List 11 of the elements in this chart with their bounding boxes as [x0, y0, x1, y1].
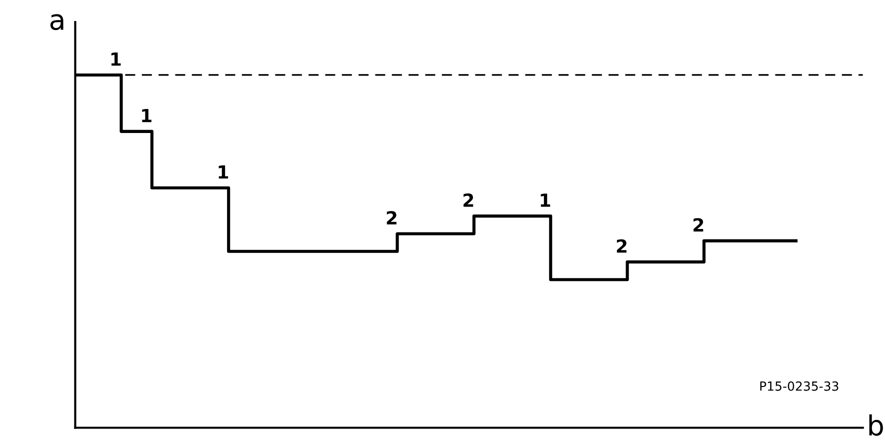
annotation: 2 — [386, 211, 396, 224]
annotation: 2 — [694, 218, 704, 232]
text: 1 — [111, 52, 121, 66]
y-axis-title: a — [50, 14, 64, 30]
annotation: 1 — [218, 165, 228, 179]
annotation: 2 — [464, 193, 474, 207]
annotation: 2 — [616, 239, 626, 253]
annotation: 1 — [540, 194, 550, 207]
annotation: P15-0235-33 — [760, 381, 838, 391]
annotation: 1 — [142, 108, 152, 122]
x-axis-title: b — [869, 414, 883, 436]
